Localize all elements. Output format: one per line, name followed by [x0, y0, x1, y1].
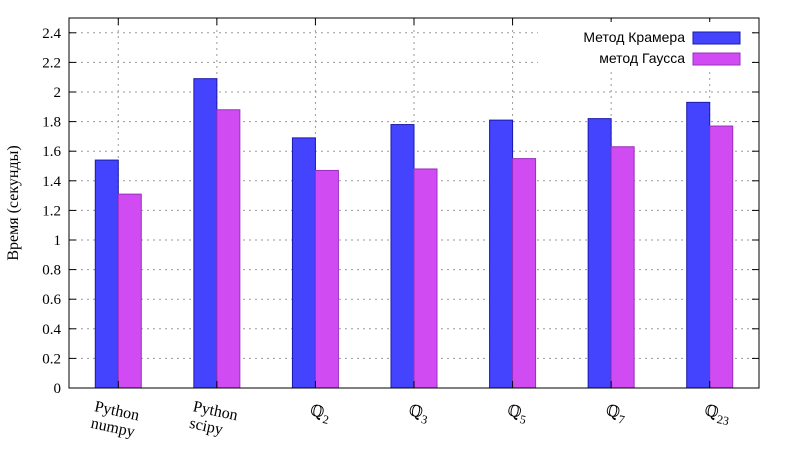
y-tick-label: 0.4	[42, 322, 61, 338]
y-tick-label: 0.6	[42, 292, 61, 308]
x-category-label-subscript: 2	[321, 412, 330, 427]
x-category-label-text: ℚ5	[505, 402, 529, 427]
bar-cramer	[291, 137, 316, 389]
bars	[94, 78, 734, 389]
x-category-label-subscript: 23	[716, 412, 731, 428]
y-tick-label: 0	[54, 381, 62, 397]
bar-gauss	[216, 109, 241, 389]
bar-gauss	[709, 125, 734, 389]
bar-cramer	[686, 101, 711, 389]
y-tick-label: 2.2	[42, 55, 61, 71]
y-tick-label: 1.4	[42, 174, 61, 190]
x-category-label: ℚ3	[406, 402, 430, 427]
bar-gauss	[413, 168, 438, 389]
legend-label: метод Гаусса	[599, 50, 685, 66]
x-category-label-text: ℚ3	[406, 402, 430, 427]
x-category-label-text: ℚ23	[702, 402, 732, 428]
bar-cramer	[489, 119, 514, 389]
x-category-label: ℚ2	[308, 402, 332, 427]
y-tick-label: 1.8	[42, 115, 61, 131]
y-tick-label: 2	[54, 85, 62, 101]
y-axis-ticks: 0 0.2 0.4 0.6 0.8 1 1.2 1.4 1.6 1.8 2 2.2 2.4	[42, 18, 759, 397]
x-category-label-text: ℚ2	[308, 402, 332, 427]
x-category-label: ℚ23	[702, 402, 732, 428]
x-category-label-subscript: 7	[617, 412, 626, 427]
y-tick-label: 1	[54, 233, 62, 249]
bar-gauss	[117, 193, 142, 389]
bar-gauss	[314, 169, 339, 389]
legend: Метод Крамера метод Гаусса	[538, 22, 752, 72]
bar-gauss	[610, 146, 635, 389]
x-category-label: ℚ5	[505, 402, 529, 427]
x-category-label: ℚ7	[603, 402, 627, 427]
bar-cramer	[587, 118, 612, 389]
legend-label: Метод Крамера	[583, 29, 685, 45]
bar-gauss	[512, 158, 537, 389]
legend-swatch	[692, 52, 741, 66]
bar-cramer	[94, 159, 119, 389]
y-tick-label: 0.2	[42, 351, 61, 367]
x-category-label-subscript: 3	[420, 412, 429, 427]
y-tick-label: 1.2	[42, 203, 61, 219]
y-tick-label: 2.4	[42, 26, 61, 42]
x-category-label-text: ℚ7	[603, 402, 627, 427]
y-axis-title: Время (секунды)	[5, 145, 22, 260]
x-category-label-line2: scipy	[188, 415, 225, 439]
x-category-label-subscript: 5	[519, 412, 528, 427]
y-tick-label: 1.6	[42, 144, 61, 160]
bar-cramer	[390, 124, 415, 389]
legend-swatch	[692, 31, 741, 45]
bar-cramer	[193, 78, 218, 389]
y-tick-label: 0.8	[42, 263, 61, 279]
